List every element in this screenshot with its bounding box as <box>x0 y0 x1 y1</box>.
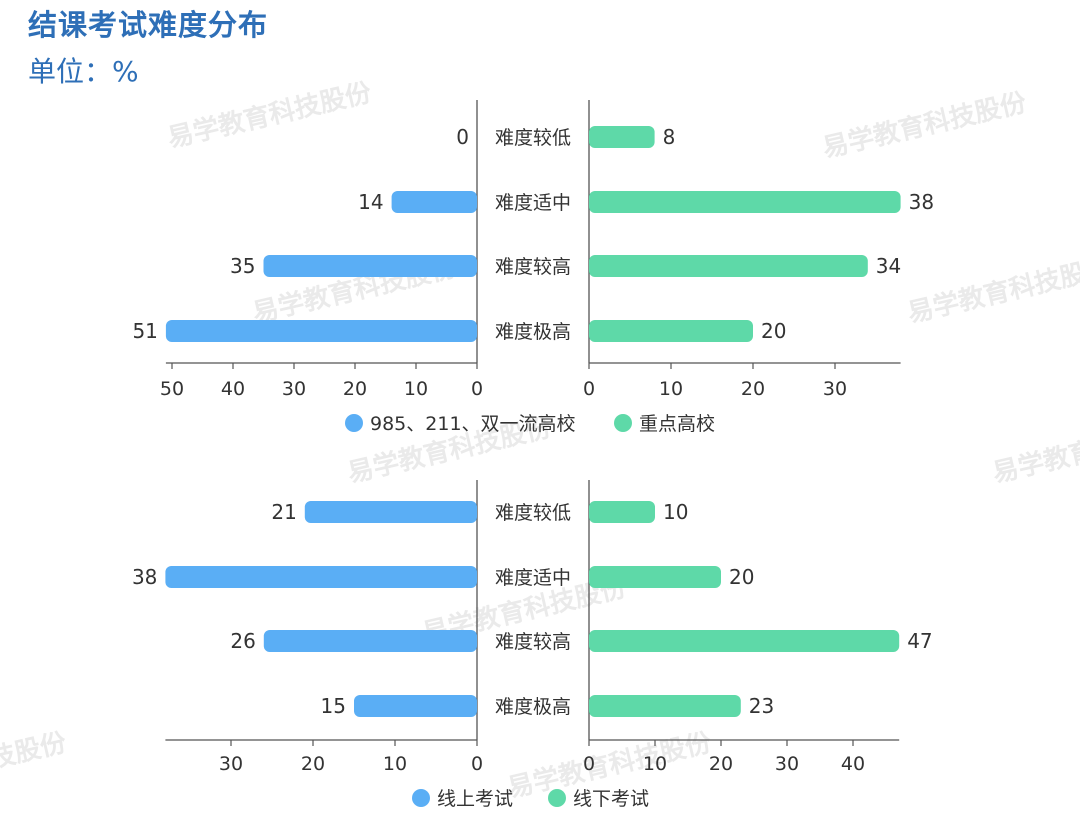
chart1-left-tick-label: 30 <box>282 378 306 400</box>
unit-label: 单位：% <box>28 50 139 90</box>
chart2-left-tick-label: 30 <box>219 753 243 775</box>
chart2-legend-marker-left <box>412 789 430 807</box>
chart2-right-tick-label: 10 <box>643 753 667 775</box>
chart2-left-tick-label: 20 <box>301 753 325 775</box>
chart1-left-tick-label: 40 <box>221 378 245 400</box>
chart1-category-label: 难度极高 <box>495 321 571 343</box>
chart1-legend-label-right: 重点高校 <box>639 413 715 435</box>
chart2-category-label: 难度适中 <box>495 567 571 589</box>
chart2-right-tick-label: 0 <box>583 753 595 775</box>
chart2-category-label: 难度较低 <box>495 502 571 524</box>
chart2-category-label: 难度较高 <box>495 631 571 653</box>
chart1-left-bar-value: 51 <box>132 319 157 343</box>
chart2-right-bar-value: 20 <box>729 565 754 589</box>
chart2-right-tick-label: 40 <box>841 753 865 775</box>
chart2-left-bar-value: 21 <box>271 500 296 524</box>
chart1-right-bar <box>589 126 655 148</box>
chart1-left-tick-label: 10 <box>404 378 428 400</box>
chart1-left-bar <box>391 191 477 213</box>
page-title: 结课考试难度分布 <box>28 8 269 42</box>
chart1-left-bar-value: 14 <box>358 190 383 214</box>
chart2-left-bar-value: 26 <box>230 629 255 653</box>
chart2-left-bar <box>354 695 477 717</box>
chart2-left-bar-value: 38 <box>132 565 157 589</box>
chart1-left-tick-label: 0 <box>471 378 483 400</box>
chart1-category-label: 难度较高 <box>495 256 571 278</box>
chart1-left-bar-value: 35 <box>230 254 255 278</box>
chart1-right-tick-label: 30 <box>823 378 847 400</box>
chart1-right-bar <box>589 320 753 342</box>
chart2-left-bar <box>304 501 477 523</box>
chart2-left-bar-value: 15 <box>321 694 346 718</box>
chart2-right-bar <box>589 501 655 523</box>
chart1-right-bar-value: 38 <box>909 190 934 214</box>
chart2-right-bar-value: 23 <box>749 694 774 718</box>
chart1-left-bar <box>165 320 477 342</box>
chart2-legend-marker-right <box>548 789 566 807</box>
chart2-right-bar <box>589 566 721 588</box>
chart2-right-bar <box>589 630 900 652</box>
chart1-right-bar <box>589 255 868 277</box>
chart2-left-tick-label: 10 <box>383 753 407 775</box>
chart2-left-tick-label: 0 <box>471 753 483 775</box>
chart2-right-tick-label: 30 <box>775 753 799 775</box>
chart1-legend-label-left: 985、211、双一流高校 <box>370 413 576 435</box>
chart1-right-tick-label: 0 <box>583 378 595 400</box>
chart2-right-bar-value: 47 <box>907 629 932 653</box>
chart2-right-tick-label: 20 <box>709 753 733 775</box>
chart1-right-tick-label: 10 <box>659 378 683 400</box>
chart2-category-label: 难度极高 <box>495 696 571 718</box>
chart1-category-label: 难度适中 <box>495 192 571 214</box>
chart1-left-bar-value: 0 <box>456 125 469 149</box>
chart1-legend-marker-left <box>345 414 363 432</box>
chart1-right-tick-label: 20 <box>741 378 765 400</box>
unit-symbol: % <box>112 55 139 88</box>
chart2-left-bar <box>165 566 477 588</box>
chart2-left-bar <box>263 630 477 652</box>
unit-label-text: 单位： <box>28 55 113 88</box>
chart1-left-tick-label: 20 <box>343 378 367 400</box>
chart1-category-label: 难度较低 <box>495 127 571 149</box>
chart1-right-bar <box>589 191 901 213</box>
chart1-legend-marker-right <box>614 414 632 432</box>
chart1-right-bar-value: 8 <box>663 125 676 149</box>
chart2-right-bar-value: 10 <box>663 500 688 524</box>
chart1-right-bar-value: 34 <box>876 254 901 278</box>
chart2-legend-label-left: 线上考试 <box>437 788 513 810</box>
chart2-legend-label-right: 线下考试 <box>573 788 649 810</box>
chart2-right-bar <box>589 695 741 717</box>
chart1-right-bar-value: 20 <box>761 319 786 343</box>
chart1-left-bar <box>263 255 477 277</box>
chart1-left-tick-label: 50 <box>160 378 184 400</box>
